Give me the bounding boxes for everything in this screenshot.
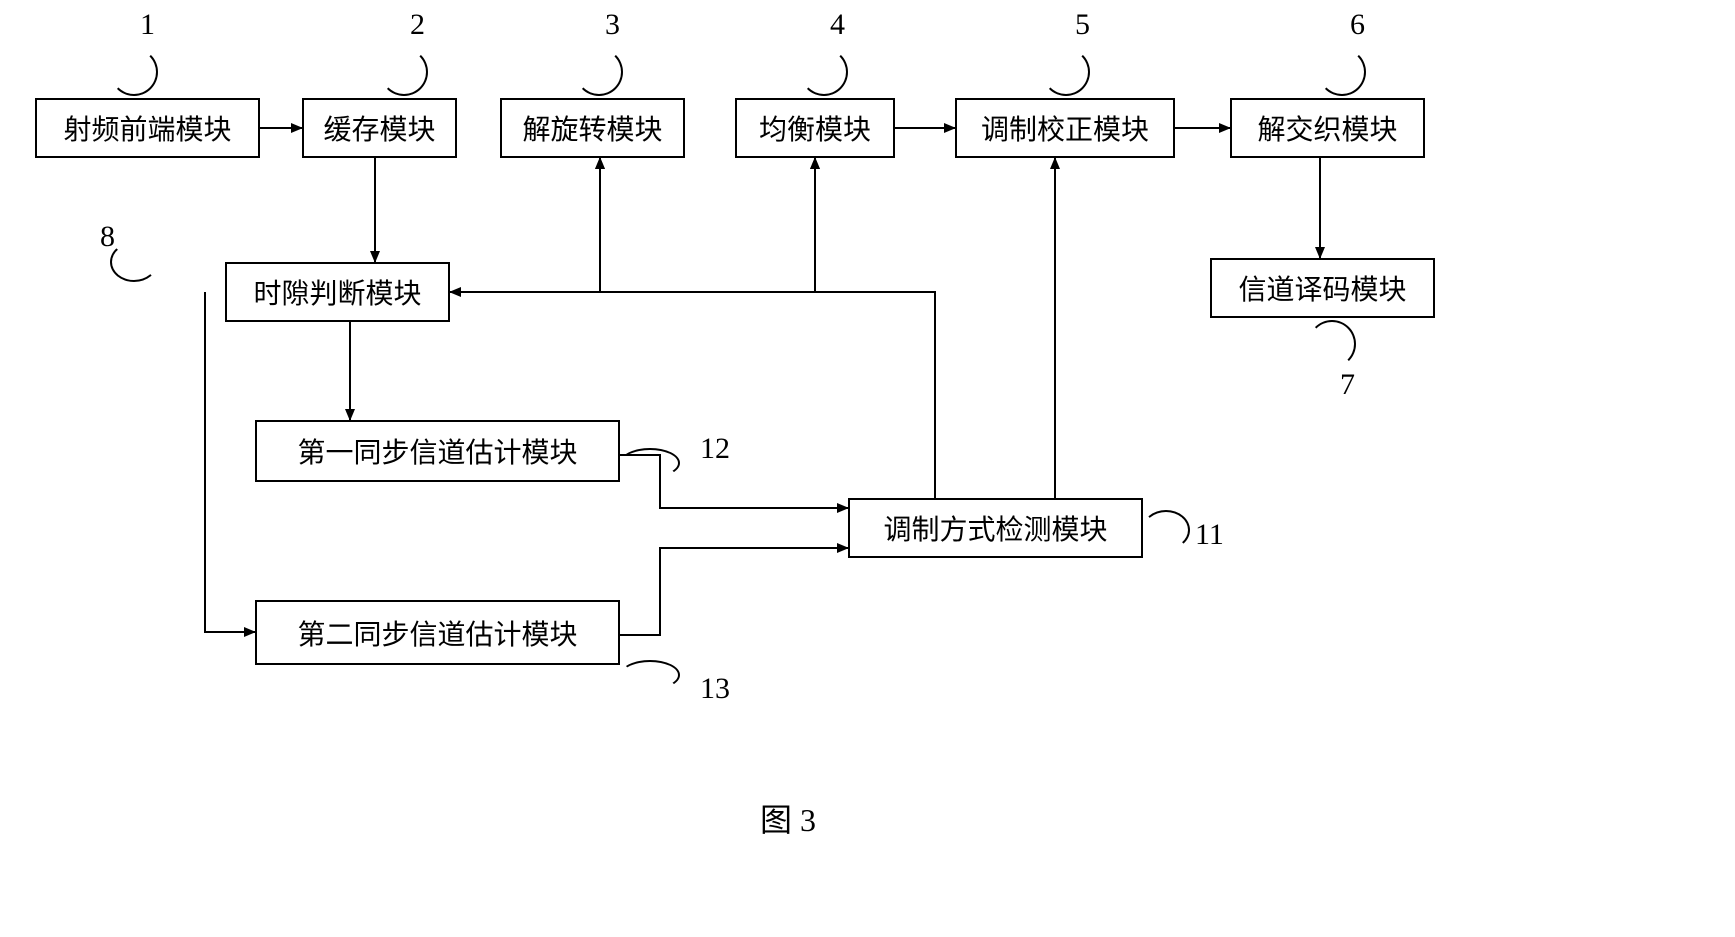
node-n8: 时隙判断模块 (225, 262, 450, 322)
ref-label-n6: 6 (1350, 8, 1365, 42)
ref-label-n13: 13 (700, 672, 730, 706)
node-n13: 第二同步信道估计模块 (255, 600, 620, 665)
ref-label-n1: 1 (140, 8, 155, 42)
node-n2: 缓存模块 (302, 98, 457, 158)
ref-tail-7 (1308, 320, 1356, 368)
ref-tail-10 (620, 660, 680, 690)
edge-10 (620, 548, 848, 635)
ref-tail-8 (1142, 510, 1190, 550)
ref-label-n3: 3 (605, 8, 620, 42)
node-n4: 均衡模块 (735, 98, 895, 158)
ref-tail-1 (380, 48, 428, 96)
ref-label-n2: 2 (410, 8, 425, 42)
node-n5: 调制校正模块 (955, 98, 1175, 158)
ref-label-n5: 5 (1075, 8, 1090, 42)
node-n11: 调制方式检测模块 (848, 498, 1143, 558)
ref-tail-9 (620, 448, 680, 478)
ref-tail-4 (1042, 48, 1090, 96)
node-n1: 射频前端模块 (35, 98, 260, 158)
ref-label-n4: 4 (830, 8, 845, 42)
ref-tail-5 (1318, 48, 1366, 96)
ref-label-n7: 7 (1340, 368, 1355, 402)
ref-tail-3 (800, 48, 848, 96)
figure-caption: 图 3 (760, 795, 816, 841)
ref-tail-6 (110, 242, 158, 282)
block-diagram: 射频前端模块缓存模块解旋转模块均衡模块调制校正模块解交织模块信道译码模块 时隙判断… (0, 0, 1735, 937)
ref-tail-0 (110, 48, 158, 96)
node-n12: 第一同步信道估计模块 (255, 420, 620, 482)
ref-label-n11: 11 (1195, 518, 1224, 552)
ref-label-n8: 8 (100, 220, 115, 254)
node-n6: 解交织模块 (1230, 98, 1425, 158)
edge-8 (205, 292, 255, 632)
ref-tail-2 (575, 48, 623, 96)
node-n3: 解旋转模块 (500, 98, 685, 158)
node-n7: 信道译码模块 (1210, 258, 1435, 318)
ref-label-n12: 12 (700, 432, 730, 466)
